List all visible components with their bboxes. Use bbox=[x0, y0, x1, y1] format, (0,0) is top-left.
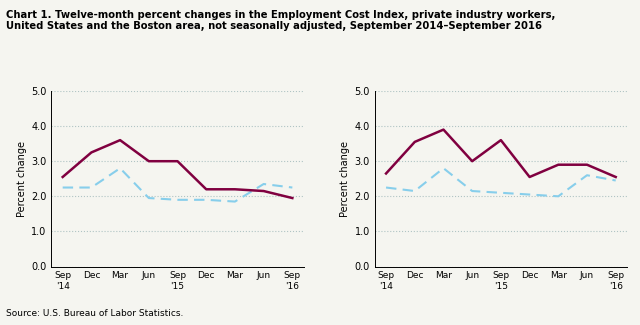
Boston total compensation bbox=[289, 196, 296, 200]
United States wages and salaries bbox=[411, 189, 419, 193]
United States total compensation bbox=[231, 200, 239, 203]
Boston total compensation bbox=[231, 187, 239, 191]
United States total compensation bbox=[202, 198, 210, 202]
United States total compensation bbox=[88, 186, 95, 189]
United States wages and salaries bbox=[612, 178, 620, 182]
United States total compensation bbox=[173, 198, 181, 202]
Line: United States total compensation: United States total compensation bbox=[63, 168, 292, 202]
Boston total compensation bbox=[116, 138, 124, 142]
Boston total compensation bbox=[59, 175, 67, 179]
United States wages and salaries bbox=[554, 194, 562, 198]
Y-axis label: Percent change: Percent change bbox=[340, 141, 350, 217]
United States wages and salaries bbox=[583, 173, 591, 177]
United States total compensation bbox=[145, 196, 153, 200]
Boston wages and salaries bbox=[411, 140, 419, 144]
Boston wages and salaries bbox=[583, 163, 591, 167]
United States total compensation bbox=[289, 186, 296, 189]
Boston total compensation bbox=[202, 187, 210, 191]
United States wages and salaries bbox=[382, 186, 390, 189]
Boston total compensation bbox=[88, 150, 95, 154]
United States wages and salaries bbox=[525, 193, 533, 197]
United States total compensation bbox=[59, 186, 67, 189]
Line: United States wages and salaries: United States wages and salaries bbox=[386, 168, 616, 196]
Boston wages and salaries bbox=[497, 138, 505, 142]
Line: Boston total compensation: Boston total compensation bbox=[63, 140, 292, 198]
Boston total compensation bbox=[260, 189, 268, 193]
Text: Source: U.S. Bureau of Labor Statistics.: Source: U.S. Bureau of Labor Statistics. bbox=[6, 309, 184, 318]
Boston wages and salaries bbox=[468, 159, 476, 163]
Y-axis label: Percent change: Percent change bbox=[17, 141, 27, 217]
United States wages and salaries bbox=[440, 166, 447, 170]
Boston wages and salaries bbox=[382, 172, 390, 176]
Boston wages and salaries bbox=[525, 175, 533, 179]
United States wages and salaries bbox=[468, 189, 476, 193]
Line: Boston wages and salaries: Boston wages and salaries bbox=[386, 130, 616, 177]
Boston wages and salaries bbox=[612, 175, 620, 179]
Boston wages and salaries bbox=[554, 163, 562, 167]
United States wages and salaries bbox=[497, 191, 505, 195]
United States total compensation bbox=[116, 166, 124, 170]
Boston total compensation bbox=[173, 159, 181, 163]
Boston wages and salaries bbox=[440, 128, 447, 132]
United States total compensation bbox=[260, 182, 268, 186]
Text: Chart 1. Twelve-month percent changes in the Employment Cost Index, private indu: Chart 1. Twelve-month percent changes in… bbox=[6, 10, 556, 31]
Boston total compensation bbox=[145, 159, 153, 163]
